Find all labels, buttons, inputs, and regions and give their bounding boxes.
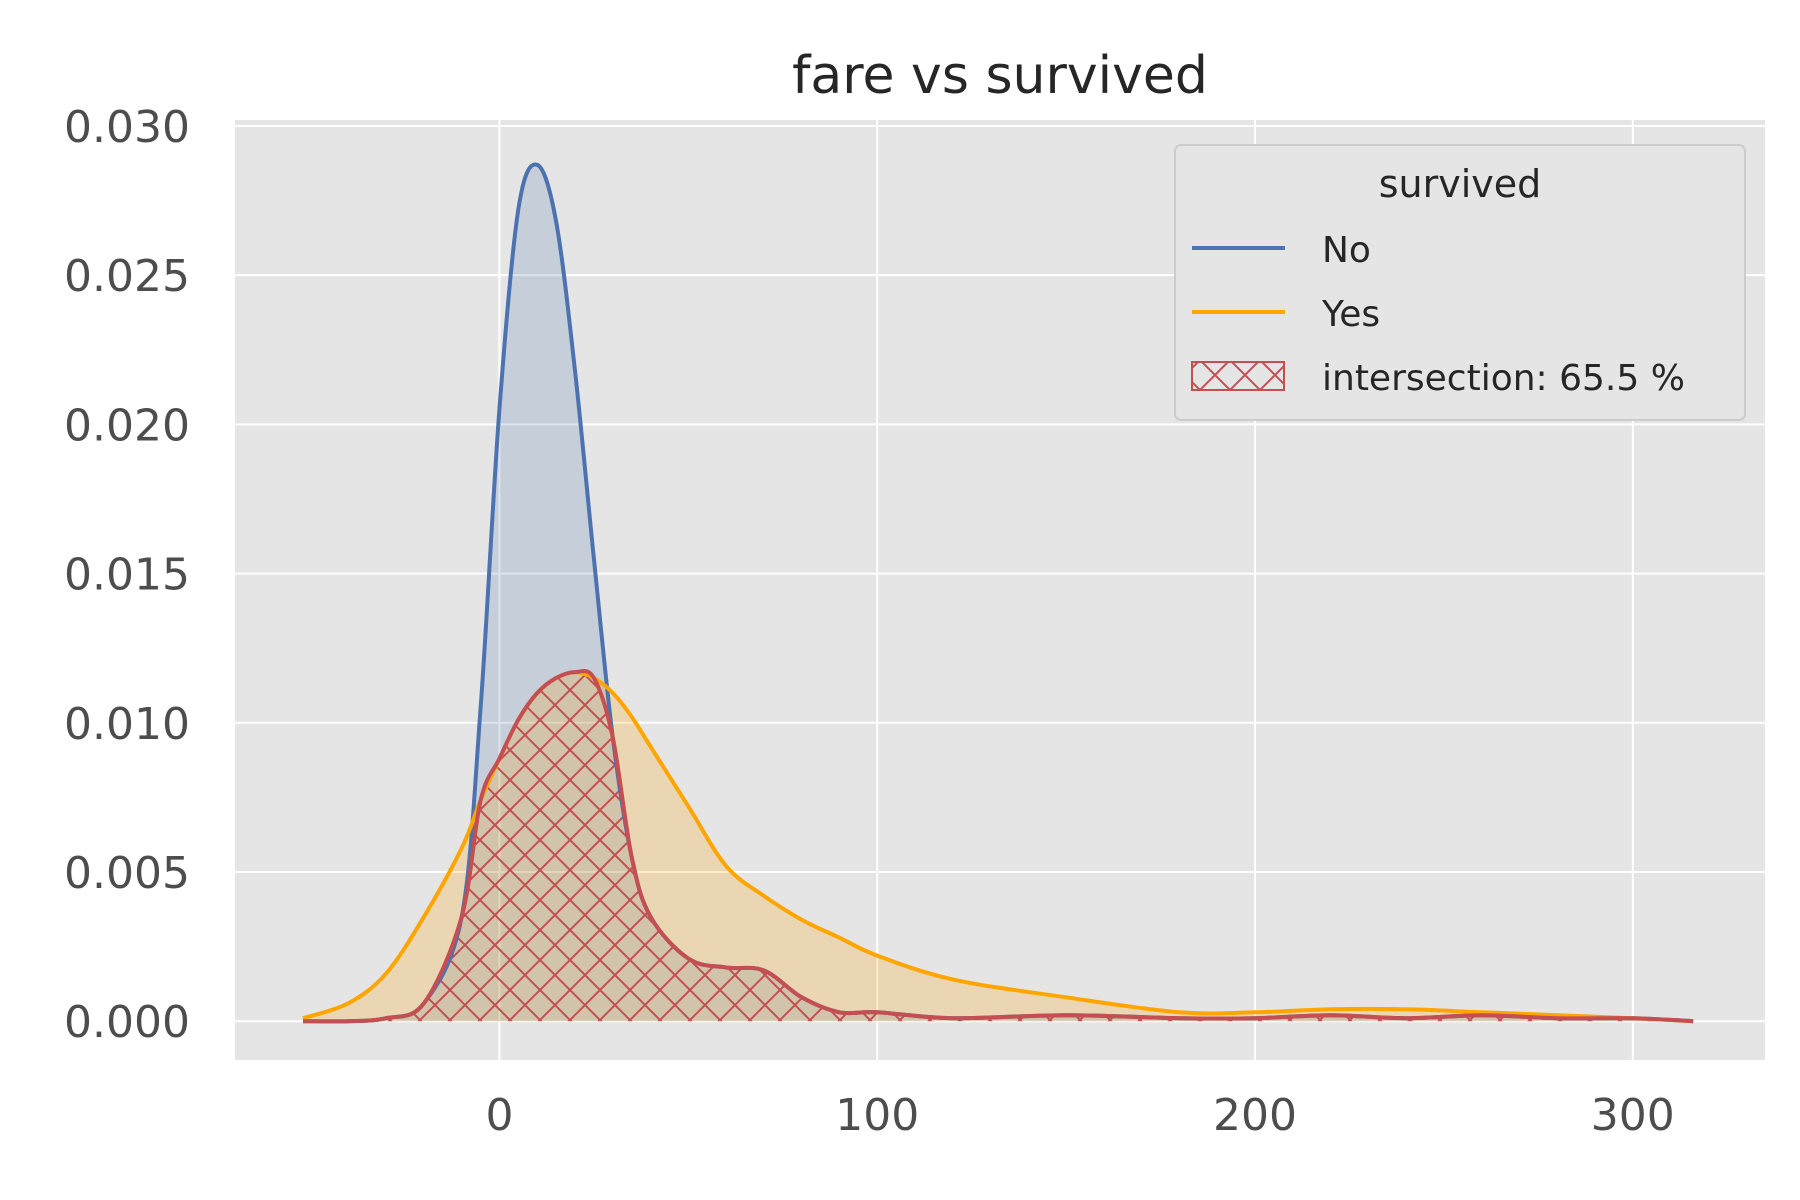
legend-label-intersection: intersection: 65.5 % <box>1322 358 1685 399</box>
no-density-fill <box>303 164 1694 1022</box>
intersection-line <box>302 668 1694 1024</box>
legend-title: survived <box>1379 162 1542 206</box>
x-axis: 0 100 200 300 <box>485 1090 1674 1141</box>
legend-swatch-intersection <box>1191 361 1285 391</box>
y-axis: 0.000 0.005 0.010 0.015 0.020 0.025 0.030 <box>64 102 190 1048</box>
density-curves <box>302 162 1694 1024</box>
y-tick-label: 0.020 <box>64 400 190 451</box>
x-tick-label: 300 <box>1591 1090 1675 1141</box>
legend-label-yes: Yes <box>1321 294 1380 335</box>
y-tick-label: 0.015 <box>64 550 190 601</box>
chart-title: fare vs survived <box>792 46 1208 106</box>
x-tick-label: 100 <box>835 1090 919 1141</box>
y-tick-label: 0.000 <box>64 997 190 1048</box>
y-tick-label: 0.010 <box>64 699 190 750</box>
legend-label-no: No <box>1322 230 1371 271</box>
y-tick-label: 0.030 <box>64 102 190 153</box>
y-tick-label: 0.025 <box>64 251 190 302</box>
legend-box <box>1174 144 1746 421</box>
intersection-hatch <box>303 670 1694 1022</box>
legend: survived No Yes intersection: 65.5 % <box>1174 144 1746 421</box>
x-tick-label: 0 <box>485 1090 513 1141</box>
x-tick-label: 200 <box>1213 1090 1297 1141</box>
y-tick-label: 0.005 <box>64 848 190 899</box>
